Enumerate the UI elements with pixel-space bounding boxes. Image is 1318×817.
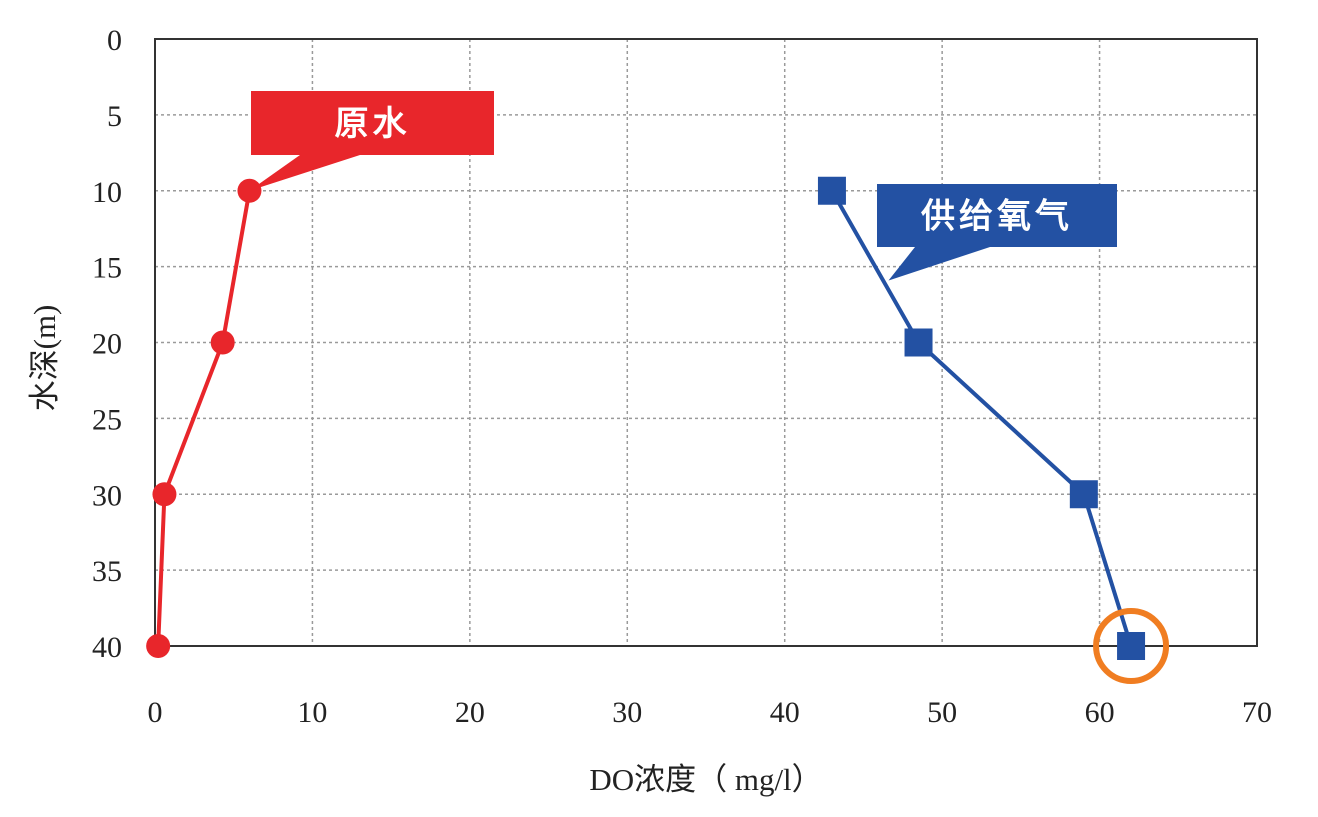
y-tick-label: 25: [92, 403, 122, 436]
y-tick-label: 0: [107, 24, 122, 57]
x-tick-label: 0: [148, 696, 163, 729]
y-tick-label: 35: [92, 555, 122, 588]
data-point: [237, 178, 262, 203]
data-point: [152, 482, 177, 507]
series: [146, 176, 1170, 684]
y-tick-labels: 0 5 10 15 20 25 30 35 40: [92, 24, 122, 664]
x-tick-label: 40: [770, 696, 800, 729]
y-tick-label: 10: [92, 176, 122, 209]
series-label-2: 供给氧气: [920, 197, 1073, 237]
y-tick-label: 5: [107, 100, 122, 133]
callout-box-1: [251, 91, 494, 155]
x-tick-label: 20: [455, 696, 485, 729]
x-tick-label: 10: [297, 696, 327, 729]
x-axis-label: DO浓度（ mg/l）: [589, 762, 822, 797]
callout-box-2: [877, 184, 1117, 247]
data-point: [146, 634, 171, 658]
x-tick-labels: 0 10 20 30 40 50 60 70: [148, 696, 1273, 729]
y-axis-label: 水深(m): [27, 305, 62, 412]
data-point: [1069, 480, 1098, 509]
y-tick-label: 15: [92, 252, 122, 285]
highlight-ring: [1093, 608, 1170, 684]
data-point: [1117, 632, 1146, 660]
series-line-1: [156, 190, 252, 647]
x-tick-label: 60: [1085, 696, 1115, 729]
series-line-2: [830, 189, 1133, 647]
callout-pointer-2: [888, 247, 990, 281]
callout-pointer-1: [249, 155, 360, 191]
series-label-1: 原水: [335, 104, 411, 144]
y-tick-label: 40: [92, 631, 122, 664]
plot-frame: [154, 38, 1258, 647]
data-point: [904, 328, 933, 357]
data-point: [210, 330, 235, 355]
x-tick-label: 30: [612, 696, 642, 729]
y-tick-label: 20: [92, 328, 122, 361]
y-tick-label: 30: [92, 479, 122, 512]
data-point: [817, 176, 846, 205]
x-tick-label: 70: [1242, 696, 1272, 729]
x-tick-label: 50: [927, 696, 957, 729]
